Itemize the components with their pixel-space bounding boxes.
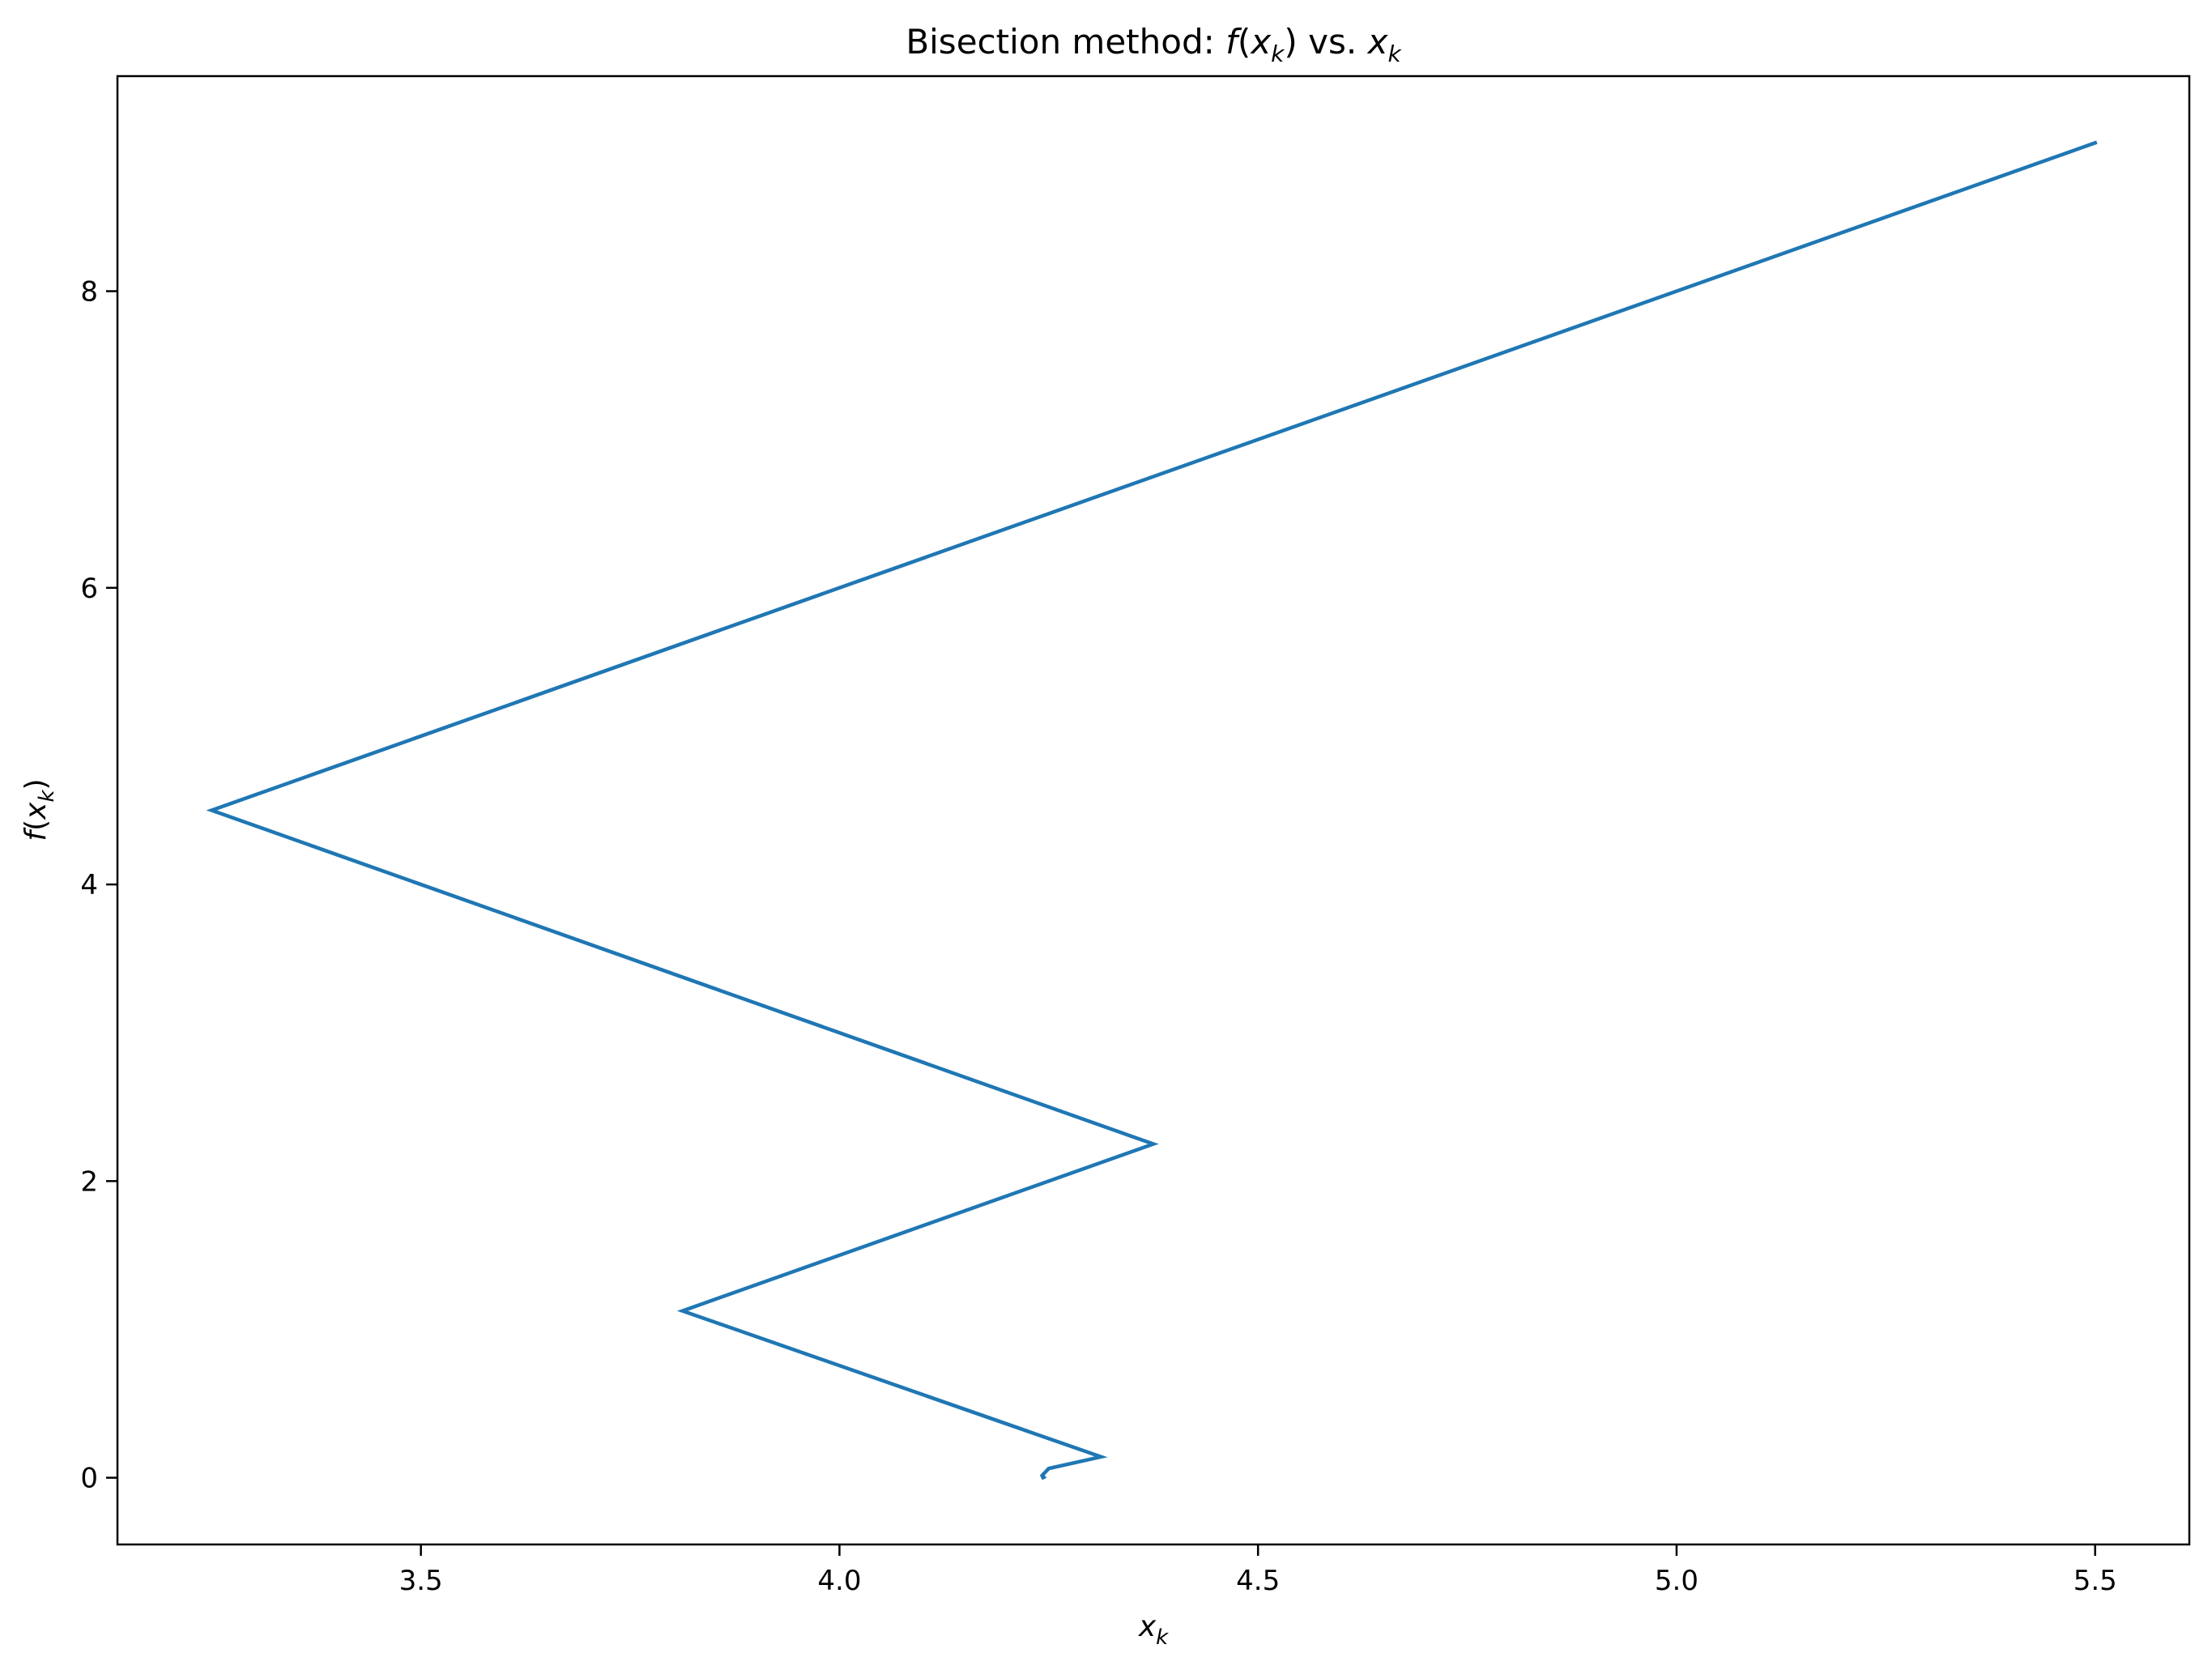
x-tick-label: 3.5 [399, 1565, 443, 1597]
y-tick-label: 6 [80, 573, 98, 605]
y-axis-label: f(xk) [19, 778, 59, 841]
chart-title: Bisection method: f(xk) vs. xk [906, 22, 1402, 67]
x-tick-label: 5.0 [1655, 1565, 1698, 1597]
x-axis-label: xk [1138, 1610, 1169, 1650]
y-tick-label: 4 [80, 869, 98, 901]
x-axis: 3.5 4.0 4.5 5.0 5.5 [399, 1544, 2117, 1597]
y-tick-label: 8 [80, 276, 98, 309]
series-layer [206, 140, 2098, 1480]
y-tick-label: 2 [80, 1165, 98, 1198]
x-tick-label: 4.0 [817, 1565, 861, 1597]
x-tick-label: 4.5 [1236, 1565, 1280, 1597]
x-tick-label: 5.5 [2073, 1565, 2117, 1597]
y-tick-label: 0 [80, 1463, 98, 1495]
plot-frame [116, 75, 2191, 1546]
series-line-0 [206, 140, 2098, 1480]
y-axis: 0 2 4 6 8 [80, 276, 117, 1495]
